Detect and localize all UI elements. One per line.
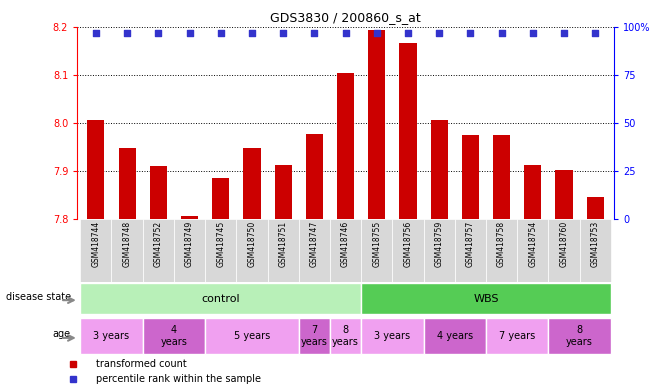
Bar bbox=[368, 30, 385, 219]
Text: GSM418747: GSM418747 bbox=[310, 221, 319, 267]
Text: WBS: WBS bbox=[473, 293, 499, 304]
Bar bbox=[143, 318, 205, 354]
Text: 8
years: 8 years bbox=[566, 325, 593, 347]
Text: 3 years: 3 years bbox=[93, 331, 130, 341]
Bar bbox=[212, 177, 229, 219]
Text: 3 years: 3 years bbox=[374, 331, 411, 341]
Point bbox=[527, 30, 538, 36]
Bar bbox=[174, 219, 205, 282]
Bar bbox=[580, 219, 611, 282]
Bar bbox=[81, 219, 111, 282]
Point bbox=[91, 30, 101, 36]
Bar bbox=[236, 219, 268, 282]
Text: 5 years: 5 years bbox=[234, 331, 270, 341]
Point bbox=[340, 30, 351, 36]
Point bbox=[215, 30, 226, 36]
Bar bbox=[81, 318, 143, 354]
Bar bbox=[143, 219, 174, 282]
Bar bbox=[423, 219, 455, 282]
Text: GSM418748: GSM418748 bbox=[123, 221, 132, 267]
Point bbox=[497, 30, 507, 36]
Text: 7
years: 7 years bbox=[301, 325, 328, 347]
Bar bbox=[361, 219, 393, 282]
Text: percentile rank within the sample: percentile rank within the sample bbox=[96, 374, 260, 384]
Bar bbox=[205, 318, 299, 354]
Bar bbox=[586, 197, 604, 219]
Bar bbox=[330, 219, 361, 282]
Text: transformed count: transformed count bbox=[96, 359, 187, 369]
Bar bbox=[87, 119, 105, 219]
Bar bbox=[361, 283, 611, 314]
Bar bbox=[423, 318, 486, 354]
Bar bbox=[548, 219, 580, 282]
Bar bbox=[399, 43, 417, 219]
Bar bbox=[330, 318, 361, 354]
Text: GSM418753: GSM418753 bbox=[590, 221, 600, 267]
Point bbox=[465, 30, 476, 36]
Bar bbox=[268, 219, 299, 282]
Bar bbox=[299, 219, 330, 282]
Bar bbox=[462, 135, 479, 219]
Text: GSM418745: GSM418745 bbox=[216, 221, 225, 267]
Bar bbox=[548, 318, 611, 354]
Text: 8
years: 8 years bbox=[332, 325, 359, 347]
Point bbox=[153, 30, 164, 36]
Bar bbox=[393, 219, 423, 282]
Bar bbox=[556, 170, 572, 219]
Point bbox=[121, 30, 132, 36]
Bar bbox=[524, 165, 541, 219]
Bar bbox=[493, 135, 510, 219]
Text: GSM418755: GSM418755 bbox=[372, 221, 381, 267]
Bar bbox=[150, 166, 167, 219]
Title: GDS3830 / 200860_s_at: GDS3830 / 200860_s_at bbox=[270, 11, 421, 24]
Point bbox=[184, 30, 195, 36]
Bar bbox=[111, 219, 143, 282]
Text: GSM418758: GSM418758 bbox=[497, 221, 506, 267]
Bar bbox=[337, 73, 354, 219]
Text: GSM418757: GSM418757 bbox=[466, 221, 475, 267]
Text: disease state: disease state bbox=[6, 292, 71, 302]
Point bbox=[590, 30, 601, 36]
Bar bbox=[306, 134, 323, 219]
Text: GSM418760: GSM418760 bbox=[560, 221, 568, 267]
Text: GSM418746: GSM418746 bbox=[341, 221, 350, 267]
Bar bbox=[205, 219, 236, 282]
Bar bbox=[455, 219, 486, 282]
Text: GSM418752: GSM418752 bbox=[154, 221, 163, 267]
Bar bbox=[81, 283, 361, 314]
Text: 4 years: 4 years bbox=[437, 331, 473, 341]
Point bbox=[403, 30, 413, 36]
Bar bbox=[517, 219, 548, 282]
Text: 4
years: 4 years bbox=[160, 325, 187, 347]
Text: GSM418749: GSM418749 bbox=[185, 221, 194, 267]
Text: GSM418759: GSM418759 bbox=[435, 221, 444, 267]
Text: GSM418754: GSM418754 bbox=[528, 221, 537, 267]
Text: GSM418751: GSM418751 bbox=[278, 221, 288, 267]
Point bbox=[434, 30, 445, 36]
Point bbox=[559, 30, 570, 36]
Bar bbox=[299, 318, 330, 354]
Text: GSM418750: GSM418750 bbox=[248, 221, 256, 267]
Bar bbox=[486, 318, 548, 354]
Bar bbox=[119, 148, 136, 219]
Bar bbox=[361, 318, 423, 354]
Point bbox=[372, 30, 382, 36]
Point bbox=[246, 30, 257, 36]
Bar bbox=[244, 148, 260, 219]
Bar bbox=[274, 165, 292, 219]
Text: control: control bbox=[201, 293, 240, 304]
Bar bbox=[486, 219, 517, 282]
Text: 7 years: 7 years bbox=[499, 331, 535, 341]
Text: GSM418744: GSM418744 bbox=[91, 221, 101, 267]
Text: GSM418756: GSM418756 bbox=[403, 221, 413, 267]
Text: age: age bbox=[53, 329, 71, 339]
Point bbox=[309, 30, 319, 36]
Bar bbox=[431, 119, 448, 219]
Point bbox=[278, 30, 289, 36]
Bar bbox=[181, 216, 198, 219]
